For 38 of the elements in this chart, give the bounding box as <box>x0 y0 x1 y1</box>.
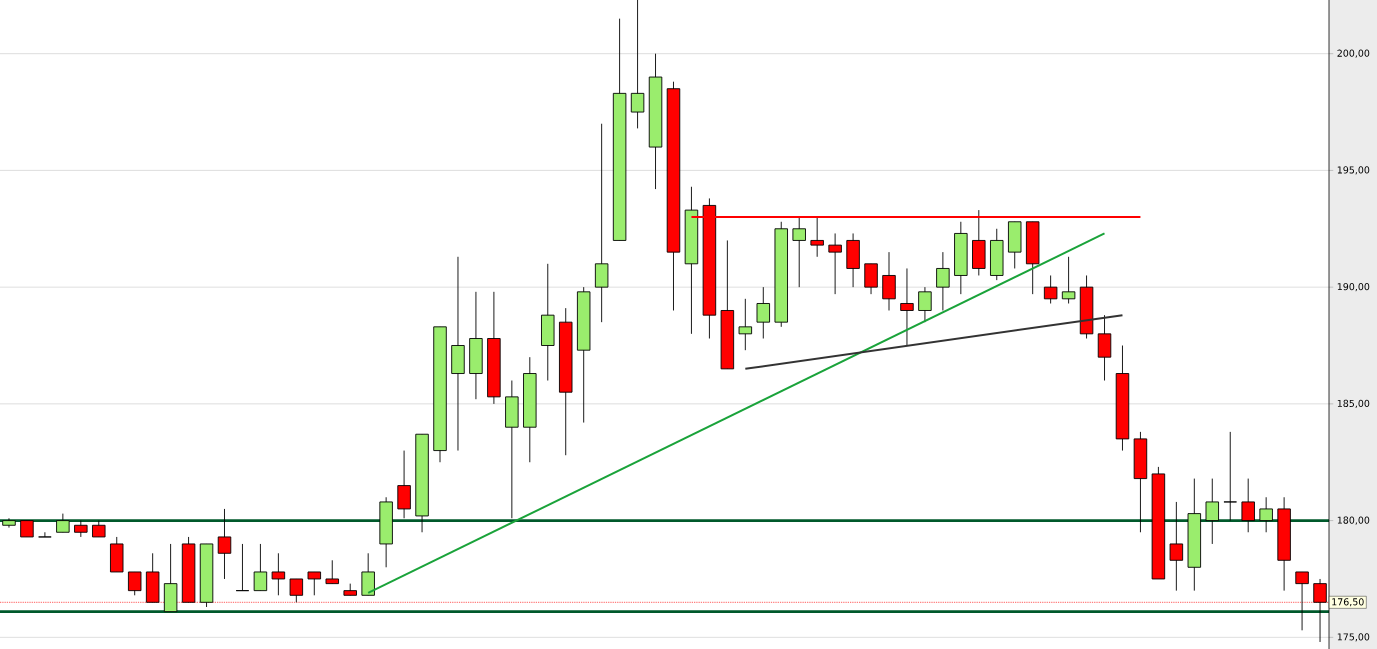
candlestick <box>828 233 842 295</box>
candlestick <box>738 298 753 351</box>
y-tick-label: 180,00 <box>1337 516 1370 525</box>
candlestick <box>1205 478 1220 545</box>
candlestick <box>307 571 322 596</box>
candlestick <box>1223 431 1237 522</box>
candlestick <box>361 552 375 596</box>
candlestick <box>38 531 52 538</box>
candlestick <box>1169 501 1184 592</box>
candlestick <box>271 552 286 596</box>
candlestick <box>235 543 250 592</box>
candlestick <box>594 123 609 323</box>
y-tick-label: 175,00 <box>1337 633 1370 642</box>
candlestick <box>882 251 896 311</box>
candlestick <box>1241 478 1255 533</box>
ref-line-label: 176,50 <box>1332 598 1364 607</box>
candlestick <box>936 251 950 311</box>
candlestick <box>253 543 268 592</box>
candlestick <box>127 571 142 596</box>
candlestick <box>864 263 878 295</box>
candlestick <box>1259 496 1273 533</box>
y-tick-label: 200,00 <box>1337 49 1370 58</box>
candlestick <box>2 517 16 529</box>
candlestick <box>1097 314 1112 381</box>
candlestick <box>56 513 70 533</box>
candlestick <box>918 286 932 323</box>
y-tick-label: 185,00 <box>1337 399 1370 408</box>
candlestick <box>792 216 806 288</box>
y-tick-label: 195,00 <box>1337 166 1370 175</box>
y-tick-label: 190,00 <box>1337 283 1370 292</box>
candlestick <box>1043 275 1058 304</box>
candlestick <box>756 286 771 339</box>
candlestick <box>325 559 339 585</box>
candlestick <box>630 0 645 129</box>
candlestick <box>397 450 411 519</box>
candlestick <box>217 508 232 580</box>
candlestick <box>900 268 914 346</box>
candlestick <box>1061 256 1076 304</box>
